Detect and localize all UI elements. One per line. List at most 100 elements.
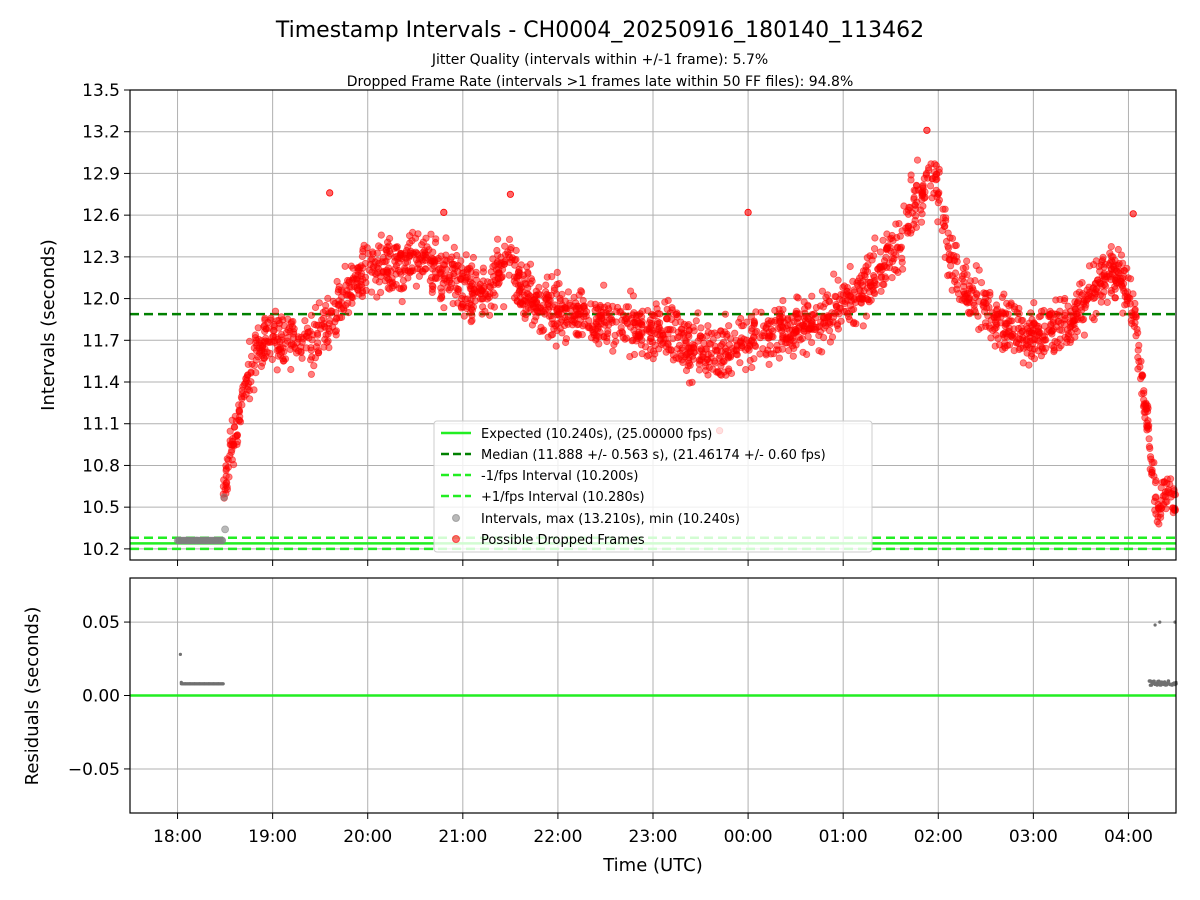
x-tick-label: 04:00 [1104, 827, 1153, 847]
dropped-frame-point [436, 269, 444, 277]
dropped-frame-point [870, 245, 879, 253]
dropped-frame-point [412, 282, 420, 290]
interval-point [220, 493, 229, 502]
dropped-frame-point [528, 300, 537, 308]
dropped-frame-point [544, 333, 552, 341]
dropped-frame-point [962, 263, 970, 271]
dropped-frame-point [653, 305, 661, 313]
dropped-frame-point [878, 266, 886, 274]
dropped-frame-point [522, 280, 530, 289]
dropped-frame-point [511, 256, 519, 264]
dropped-frame-point [723, 330, 731, 338]
dropped-frame-point [711, 357, 719, 365]
x-tick-label: 02:00 [914, 827, 963, 847]
dropped-frame-point [267, 314, 275, 322]
dropped-frame-point [939, 205, 947, 213]
dropped-frame-point [490, 303, 498, 311]
x-tick-label: 23:00 [629, 827, 678, 847]
dropped-frame-point [222, 462, 230, 470]
dropped-frame-point [869, 271, 878, 280]
dropped-frame-point [462, 251, 470, 259]
dropped-frame-point [487, 278, 495, 287]
dropped-frame-point [696, 334, 704, 342]
dropped-frame-point [748, 363, 756, 372]
dropped-frame-point [709, 365, 717, 373]
legend-intervals-label: Intervals, max (13.210s), min (10.240s) [481, 512, 740, 527]
dropped-frame-point [907, 171, 915, 179]
residual-point [1157, 679, 1161, 684]
intervals-panel: 10.2 10.5 10.8 11.1 11.4 11.7 12.0 12.3 12.6 12.9… [38, 81, 1180, 566]
dropped-frame-point [284, 326, 292, 334]
dropped-frame-point [375, 278, 383, 286]
y-tick-label: 12.0 [82, 290, 120, 310]
dropped-frame-point [725, 353, 733, 361]
dropped-frame-point [395, 284, 404, 292]
dropped-frame-point [553, 326, 561, 335]
dropped-frame-point [500, 303, 508, 311]
dropped-frame-point [1171, 506, 1179, 515]
dropped-frame-point [917, 188, 926, 197]
dropped-frame-point [523, 263, 531, 271]
dropped-frame-point [1061, 333, 1069, 341]
dropped-frame-point [428, 254, 436, 262]
dropped-frame-point [542, 281, 550, 289]
dropped-frame-point [305, 334, 313, 342]
dropped-frame-point [955, 295, 964, 303]
dropped-frame-point [1001, 322, 1009, 330]
dropped-frame-point [1134, 346, 1142, 354]
dropped-frame-point [491, 261, 499, 269]
dropped-frame-point [638, 350, 646, 358]
dropped-frame-point [960, 278, 968, 286]
dropped-frame-point [366, 260, 374, 268]
dropped-frame-point [550, 286, 558, 294]
dropped-frame-point [516, 299, 524, 308]
dropped-frame-point [846, 262, 854, 271]
dropped-frame-point [668, 306, 676, 314]
residuals-scatter-points [178, 620, 1178, 687]
legend-expected-label: Expected (10.240s), (25.00000 fps) [481, 427, 712, 442]
y-tick-label: 0.00 [82, 687, 120, 707]
dropped-frame-point [607, 314, 615, 323]
dropped-frame-point [1092, 257, 1100, 265]
dropped-frame-point [1151, 506, 1159, 514]
dropped-frame-point [543, 290, 551, 299]
dropped-frame-point [1148, 470, 1156, 479]
dropped-frame-point [555, 279, 563, 288]
dropped-frame-point [811, 325, 820, 334]
dropped-frame-point [576, 308, 585, 316]
dropped-frame-point [1010, 303, 1019, 311]
dropped-frame-point [757, 308, 765, 316]
x-tick-label: 01:00 [819, 827, 868, 847]
dropped-frame-point [1123, 293, 1131, 301]
dropped-frame-point [800, 298, 808, 306]
dropped-frame-point [354, 271, 362, 279]
dropped-frame-point [403, 258, 412, 266]
dropped-frame-point [479, 264, 487, 272]
dropped-frame-point [382, 246, 390, 254]
dropped-frame-point [478, 295, 486, 303]
dropped-frame-point [1080, 331, 1089, 339]
dropped-frame-point [290, 334, 298, 342]
dropped-frame-point [515, 271, 523, 280]
dropped-frame-point [239, 382, 247, 391]
dropped-frame-point [434, 254, 442, 263]
dropped-frame-point [794, 294, 802, 302]
dropped-frame-point [822, 293, 830, 301]
dropped-frame-point [1055, 311, 1063, 319]
dropped-frame-point [354, 264, 362, 272]
dropped-frame-point [1119, 259, 1127, 267]
dropped-frame-point [1100, 288, 1108, 296]
dropped-frame-point [959, 287, 968, 296]
dropped-frame-point [1049, 316, 1058, 324]
dropped-frame-point [510, 277, 518, 285]
dropped-frame-point [917, 218, 926, 226]
dropped-frame-point [408, 237, 416, 245]
dropped-frame-point [1120, 280, 1128, 288]
dropped-frame-point [837, 317, 845, 325]
legend-plus-fps-label: +1/fps Interval (10.280s) [481, 490, 645, 505]
dropped-frame-point [804, 332, 812, 340]
dropped-frame-point [800, 314, 809, 323]
y-tick-label: 10.2 [82, 540, 120, 560]
dropped-frame-point [1152, 476, 1160, 485]
dropped-frame-point [719, 338, 728, 346]
